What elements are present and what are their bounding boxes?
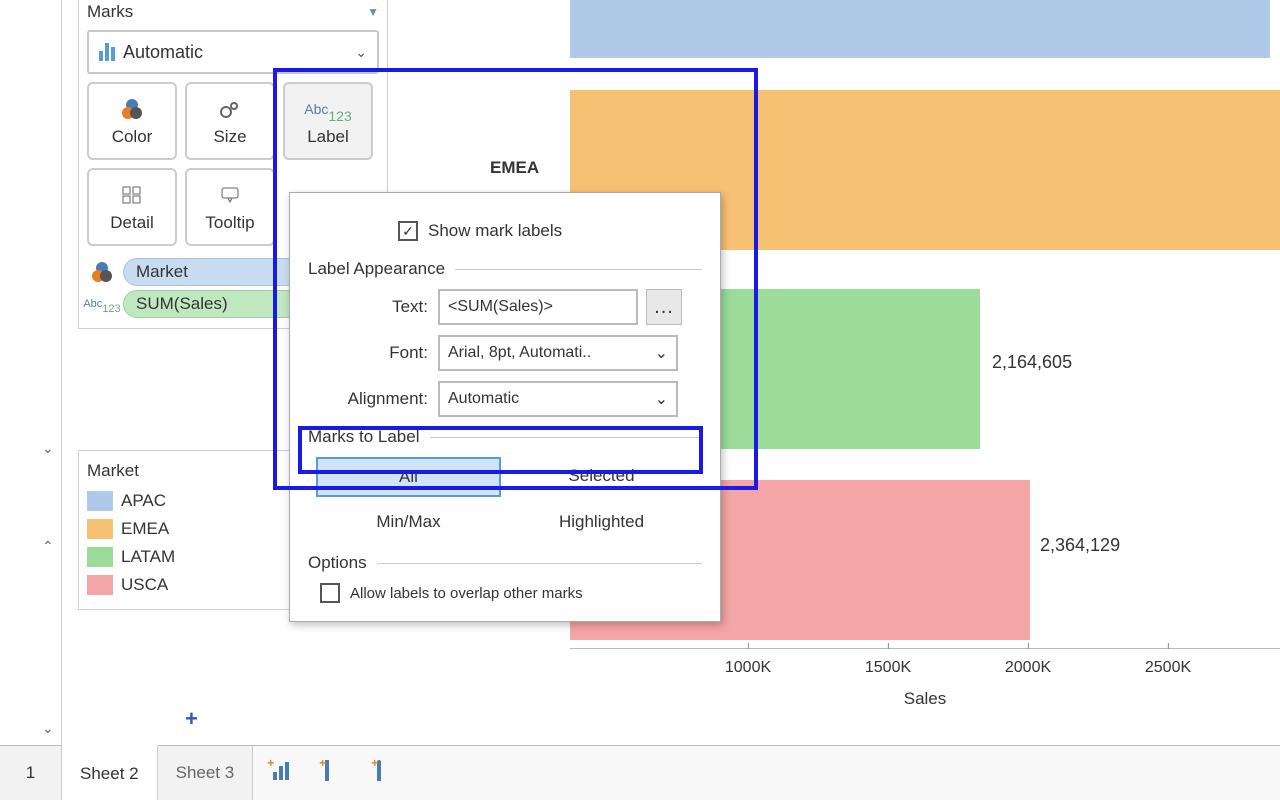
mark-type-dropdown[interactable]: Automatic ⌄: [87, 30, 379, 74]
mtl-all-button[interactable]: All: [316, 457, 501, 497]
row-label-emea: EMEA: [490, 158, 539, 178]
detail-shelf[interactable]: Detail: [87, 168, 177, 246]
text-field-label: Text:: [308, 297, 438, 317]
bar-chart-icon: [99, 43, 115, 61]
show-mark-labels-checkbox[interactable]: [398, 221, 418, 241]
sheet-tab-1[interactable]: 1: [0, 746, 62, 800]
left-gutter: ⌄ ⌃ ⌄: [0, 0, 62, 745]
label-alignment-dropdown[interactable]: Automatic ⌄: [438, 381, 678, 417]
x-tick: 2500K: [1145, 649, 1191, 677]
tooltip-shelf-label: Tooltip: [205, 213, 254, 233]
show-mark-labels-label: Show mark labels: [428, 221, 562, 241]
legend-swatch: [87, 547, 113, 567]
mark-type-label: Automatic: [123, 42, 355, 63]
bar-apac[interactable]: [570, 0, 1270, 58]
marks-to-label-section: Marks to Label: [308, 427, 702, 447]
tooltip-icon: [220, 181, 240, 209]
legend-label: EMEA: [121, 519, 169, 539]
legend-label: APAC: [121, 491, 166, 511]
options-title: Options: [308, 553, 367, 573]
legend-swatch: [87, 491, 113, 511]
card-menu-icon[interactable]: ▼: [367, 5, 379, 19]
label-font-dropdown[interactable]: Arial, 8pt, Automati.. ⌄: [438, 335, 678, 371]
data-label: 2,164,605: [992, 352, 1072, 373]
label-appearance-section: Label Appearance: [308, 259, 702, 279]
marks-card-header: Marks ▼: [79, 0, 387, 26]
x-tick: 2000K: [1005, 649, 1051, 677]
sheet-tab-3[interactable]: Sheet 3: [158, 746, 254, 800]
color-icon: [122, 99, 142, 119]
label-alignment-value: Automatic: [448, 390, 519, 408]
add-field-icon[interactable]: +: [185, 706, 198, 732]
legend-swatch: [87, 519, 113, 539]
x-axis-title: Sales: [904, 689, 947, 709]
color-icon: [92, 262, 112, 282]
legend-label: LATAM: [121, 547, 175, 567]
tooltip-shelf[interactable]: Tooltip: [185, 168, 275, 246]
edit-text-button[interactable]: ...: [646, 289, 682, 325]
font-field-label: Font:: [308, 343, 438, 363]
new-worksheet-icon[interactable]: +: [273, 762, 299, 784]
label-shelf[interactable]: Abc123 Label: [283, 82, 373, 160]
sheet-tabs: 1 Sheet 2 Sheet 3 + + +: [0, 745, 1280, 800]
legend-label: USCA: [121, 575, 168, 595]
chevron-down-icon[interactable]: ⌄: [42, 720, 54, 737]
mtl-selected-button[interactable]: Selected: [509, 457, 694, 497]
chevron-down-icon: ⌄: [655, 389, 668, 409]
x-tick: 1500K: [865, 649, 911, 677]
chevron-down-icon[interactable]: ⌄: [42, 440, 54, 457]
size-shelf[interactable]: Size: [185, 82, 275, 160]
detail-icon: [122, 181, 142, 209]
marks-card-title: Marks: [87, 2, 133, 22]
chevron-up-icon[interactable]: ⌃: [42, 538, 54, 555]
allow-overlap-checkbox[interactable]: [320, 583, 340, 603]
alignment-field-label: Alignment:: [308, 389, 438, 409]
label-appearance-title: Label Appearance: [308, 259, 445, 279]
legend-swatch: [87, 575, 113, 595]
color-shelf[interactable]: Color: [87, 82, 177, 160]
size-shelf-label: Size: [213, 127, 246, 147]
new-sheet-controls: + + +: [253, 746, 403, 800]
data-label: 2,364,129: [1040, 535, 1120, 556]
x-axis: 1000K1500K2000K2500K3000K3500K Sales: [570, 648, 1280, 649]
mtl-minmax-button[interactable]: Min/Max: [316, 503, 501, 541]
chevron-down-icon: ⌄: [355, 44, 367, 61]
new-story-icon[interactable]: +: [377, 762, 403, 784]
label-icon: Abc123: [87, 293, 117, 315]
chevron-down-icon: ⌄: [655, 343, 668, 363]
label-options-popup: Show mark labels Label Appearance Text: …: [289, 192, 721, 622]
label-font-value: Arial, 8pt, Automati..: [448, 344, 591, 362]
label-shelf-label: Label: [307, 127, 349, 147]
size-icon: [219, 95, 241, 123]
label-icon: Abc123: [304, 95, 351, 123]
new-dashboard-icon[interactable]: +: [325, 762, 351, 784]
x-tick: 1000K: [725, 649, 771, 677]
sheet-tab-2[interactable]: Sheet 2: [62, 745, 158, 800]
allow-overlap-label: Allow labels to overlap other marks: [350, 585, 583, 602]
marks-to-label-title: Marks to Label: [308, 427, 420, 447]
mtl-highlighted-button[interactable]: Highlighted: [509, 503, 694, 541]
detail-shelf-label: Detail: [110, 213, 153, 233]
label-text-field[interactable]: <SUM(Sales)>: [438, 289, 638, 325]
color-shelf-label: Color: [112, 127, 153, 147]
options-section: Options: [308, 553, 702, 573]
